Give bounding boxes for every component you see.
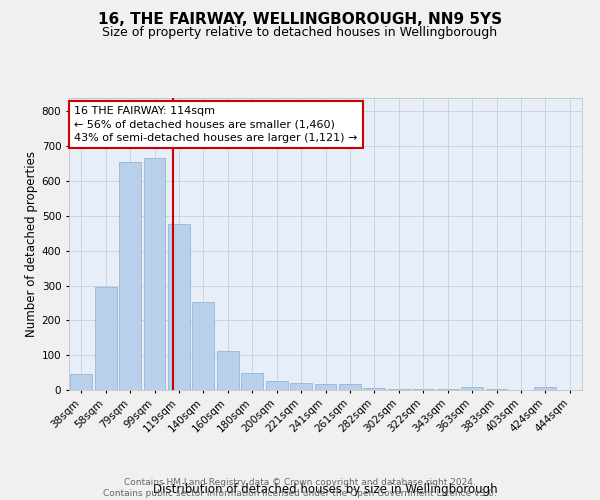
Bar: [314, 384, 337, 390]
Bar: [119, 162, 141, 390]
Bar: [461, 386, 483, 390]
Bar: [143, 158, 166, 390]
Text: 16 THE FAIRWAY: 114sqm
← 56% of detached houses are smaller (1,460)
43% of semi-: 16 THE FAIRWAY: 114sqm ← 56% of detached…: [74, 106, 358, 142]
Text: 16, THE FAIRWAY, WELLINGBOROUGH, NN9 5YS: 16, THE FAIRWAY, WELLINGBOROUGH, NN9 5YS: [98, 12, 502, 28]
Text: Size of property relative to detached houses in Wellingborough: Size of property relative to detached ho…: [103, 26, 497, 39]
X-axis label: Distribution of detached houses by size in Wellingborough: Distribution of detached houses by size …: [153, 483, 498, 496]
Bar: [485, 389, 508, 390]
Bar: [535, 386, 556, 390]
Bar: [168, 224, 190, 390]
Bar: [290, 383, 312, 390]
Bar: [364, 388, 385, 390]
Bar: [95, 288, 116, 390]
Bar: [217, 350, 239, 390]
Y-axis label: Number of detached properties: Number of detached properties: [25, 151, 38, 337]
Bar: [339, 384, 361, 390]
Text: Contains HM Land Registry data © Crown copyright and database right 2024.
Contai: Contains HM Land Registry data © Crown c…: [103, 478, 497, 498]
Bar: [388, 389, 410, 390]
Bar: [70, 374, 92, 390]
Bar: [241, 372, 263, 390]
Bar: [193, 302, 214, 390]
Bar: [266, 380, 287, 390]
